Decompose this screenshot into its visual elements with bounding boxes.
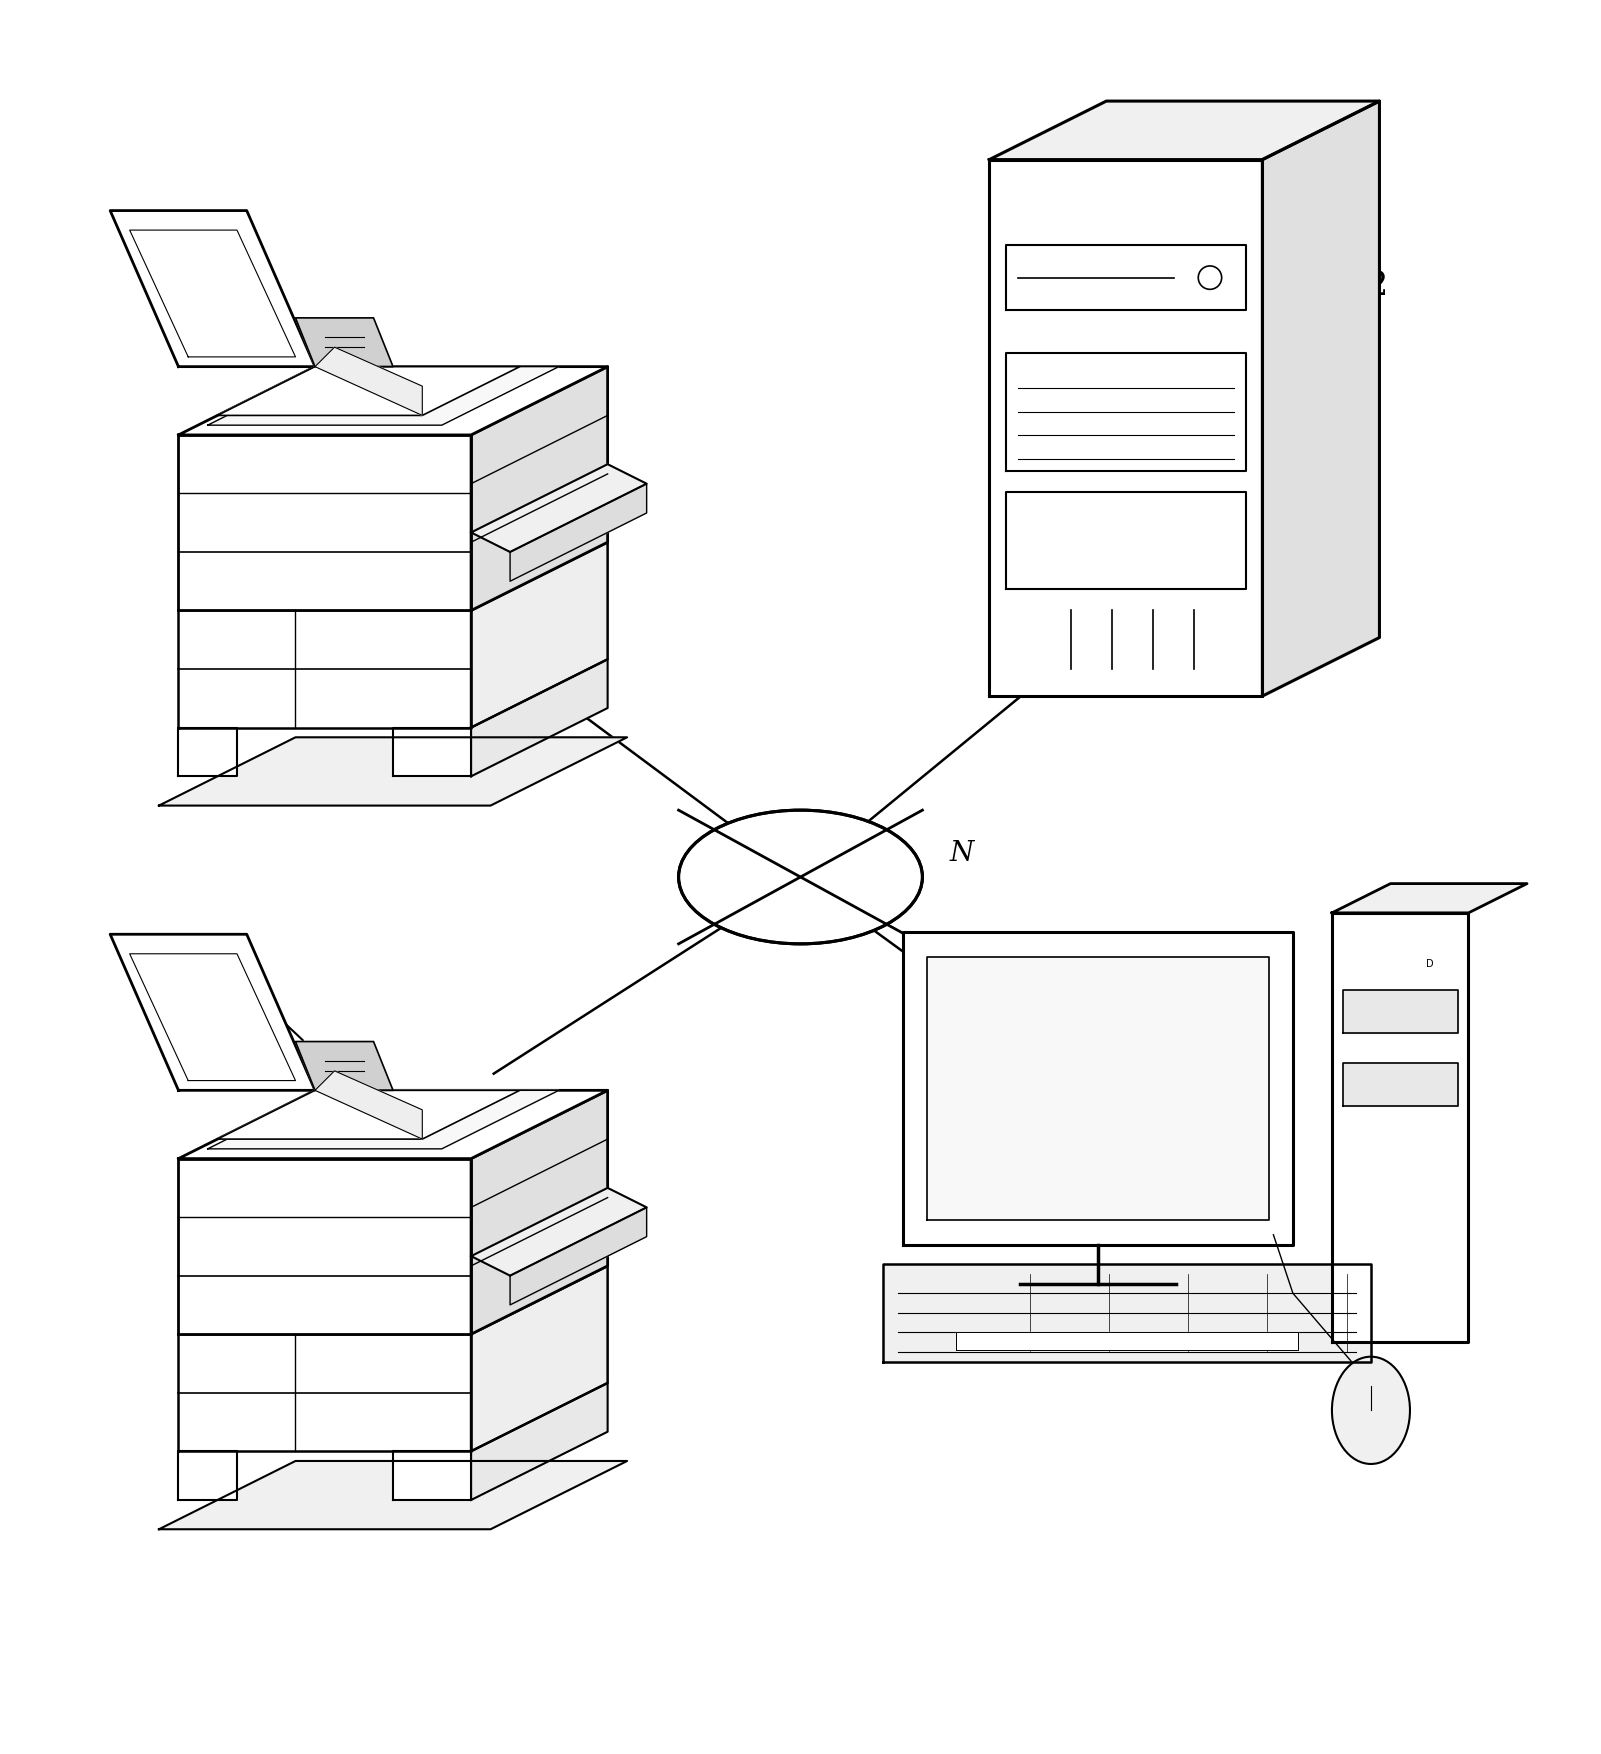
Polygon shape xyxy=(208,367,559,424)
Text: 1: 1 xyxy=(226,963,303,1040)
Polygon shape xyxy=(1332,912,1468,1342)
Polygon shape xyxy=(884,1265,1370,1361)
Text: N: N xyxy=(949,840,973,866)
Polygon shape xyxy=(471,367,608,610)
Text: 2: 2 xyxy=(1274,270,1388,340)
Polygon shape xyxy=(989,102,1380,160)
Polygon shape xyxy=(511,1207,647,1305)
Polygon shape xyxy=(956,1333,1298,1351)
Polygon shape xyxy=(178,1091,608,1159)
Polygon shape xyxy=(1343,1063,1457,1107)
Polygon shape xyxy=(178,728,237,777)
Polygon shape xyxy=(903,933,1294,1245)
Polygon shape xyxy=(471,1382,608,1500)
Polygon shape xyxy=(218,1091,520,1138)
Circle shape xyxy=(1198,267,1222,289)
Polygon shape xyxy=(471,1266,608,1451)
Polygon shape xyxy=(471,660,608,777)
Ellipse shape xyxy=(1332,1356,1410,1465)
Polygon shape xyxy=(511,484,647,581)
Polygon shape xyxy=(130,954,296,1080)
Polygon shape xyxy=(989,160,1263,696)
Polygon shape xyxy=(178,1159,471,1335)
Polygon shape xyxy=(1005,246,1246,310)
Polygon shape xyxy=(296,1042,392,1091)
Polygon shape xyxy=(1343,989,1457,1033)
Polygon shape xyxy=(110,210,315,367)
Polygon shape xyxy=(158,737,628,805)
Polygon shape xyxy=(315,347,423,416)
Polygon shape xyxy=(1005,353,1246,470)
Ellipse shape xyxy=(679,810,922,944)
Polygon shape xyxy=(178,1451,237,1500)
Polygon shape xyxy=(927,956,1268,1221)
Polygon shape xyxy=(130,230,296,356)
Polygon shape xyxy=(471,542,608,728)
Polygon shape xyxy=(471,1091,608,1335)
Polygon shape xyxy=(208,1091,559,1149)
Polygon shape xyxy=(218,367,520,416)
Text: 3: 3 xyxy=(1109,954,1191,1017)
Polygon shape xyxy=(315,1072,423,1138)
Text: 1: 1 xyxy=(226,270,303,347)
Polygon shape xyxy=(471,1187,647,1275)
Polygon shape xyxy=(178,435,471,610)
Polygon shape xyxy=(1263,102,1380,696)
Polygon shape xyxy=(178,1335,471,1451)
Polygon shape xyxy=(471,465,647,553)
Polygon shape xyxy=(178,610,471,728)
Text: D: D xyxy=(1426,959,1434,970)
Polygon shape xyxy=(158,1461,628,1529)
Polygon shape xyxy=(392,1451,471,1500)
Polygon shape xyxy=(1005,493,1246,589)
Polygon shape xyxy=(296,317,392,367)
Polygon shape xyxy=(178,367,608,435)
Polygon shape xyxy=(1332,884,1527,912)
Polygon shape xyxy=(110,935,315,1091)
Polygon shape xyxy=(392,728,471,777)
